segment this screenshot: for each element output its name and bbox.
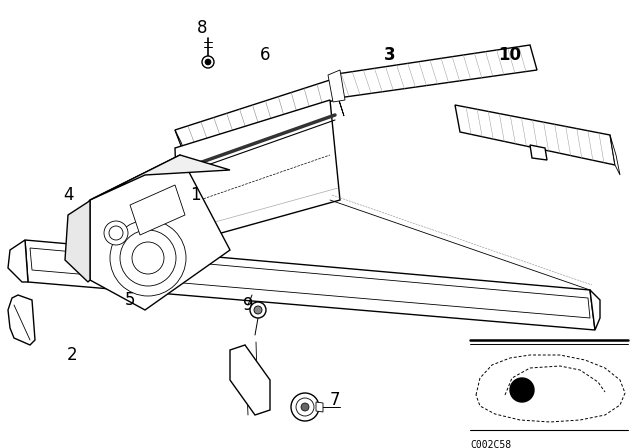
Polygon shape xyxy=(316,402,323,412)
Polygon shape xyxy=(25,240,595,330)
Polygon shape xyxy=(330,45,537,98)
Polygon shape xyxy=(175,100,340,245)
Text: 4: 4 xyxy=(63,186,73,204)
Circle shape xyxy=(510,378,534,402)
Text: 7: 7 xyxy=(330,391,340,409)
Circle shape xyxy=(291,393,319,421)
Text: 1: 1 xyxy=(189,186,200,204)
Text: 3: 3 xyxy=(384,46,396,64)
Polygon shape xyxy=(328,70,345,102)
Polygon shape xyxy=(455,105,615,165)
Polygon shape xyxy=(8,295,35,345)
Text: 10: 10 xyxy=(499,46,522,64)
Polygon shape xyxy=(65,200,90,282)
Circle shape xyxy=(254,306,262,314)
Polygon shape xyxy=(175,80,335,148)
Circle shape xyxy=(250,302,266,318)
Circle shape xyxy=(205,59,211,65)
Polygon shape xyxy=(230,345,270,415)
Text: 9: 9 xyxy=(243,296,253,314)
Polygon shape xyxy=(175,130,188,160)
Circle shape xyxy=(296,398,314,416)
Circle shape xyxy=(110,220,186,296)
Polygon shape xyxy=(130,185,185,235)
Polygon shape xyxy=(590,290,600,330)
Polygon shape xyxy=(530,145,547,160)
Polygon shape xyxy=(90,155,230,200)
Circle shape xyxy=(202,56,214,68)
Circle shape xyxy=(104,221,128,245)
Polygon shape xyxy=(610,135,620,175)
Polygon shape xyxy=(8,240,28,282)
Text: C002C58: C002C58 xyxy=(470,440,511,448)
Circle shape xyxy=(301,403,309,411)
Text: 5: 5 xyxy=(125,291,135,309)
Text: 8: 8 xyxy=(196,19,207,37)
Text: 2: 2 xyxy=(67,346,77,364)
Polygon shape xyxy=(330,75,344,116)
Polygon shape xyxy=(90,155,230,310)
Text: 6: 6 xyxy=(260,46,270,64)
